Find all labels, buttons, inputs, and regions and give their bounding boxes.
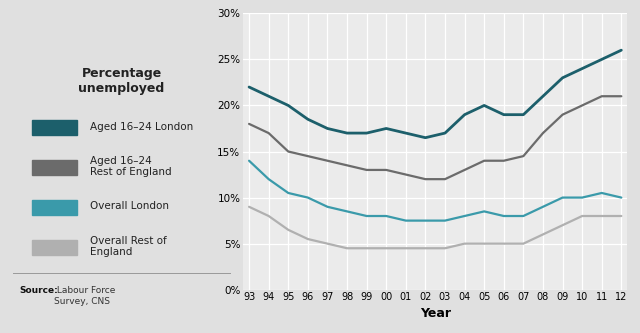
X-axis label: Year: Year (420, 307, 451, 320)
Text: Source:: Source: (19, 286, 58, 295)
Text: Overall Rest of
England: Overall Rest of England (90, 236, 166, 257)
Text: Aged 16–24 London: Aged 16–24 London (90, 122, 193, 132)
Text: Overall London: Overall London (90, 201, 168, 211)
Text: Percentage
unemployed: Percentage unemployed (79, 67, 164, 95)
Text: Aged 16–24
Rest of England: Aged 16–24 Rest of England (90, 156, 172, 177)
Text: Labour Force
Survey, CNS: Labour Force Survey, CNS (54, 286, 116, 306)
